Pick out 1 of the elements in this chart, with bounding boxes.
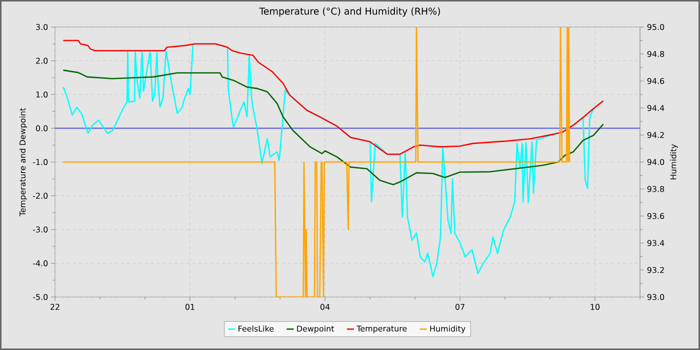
chart-title: Temperature (°C) and Humidity (RH%) (259, 7, 440, 17)
